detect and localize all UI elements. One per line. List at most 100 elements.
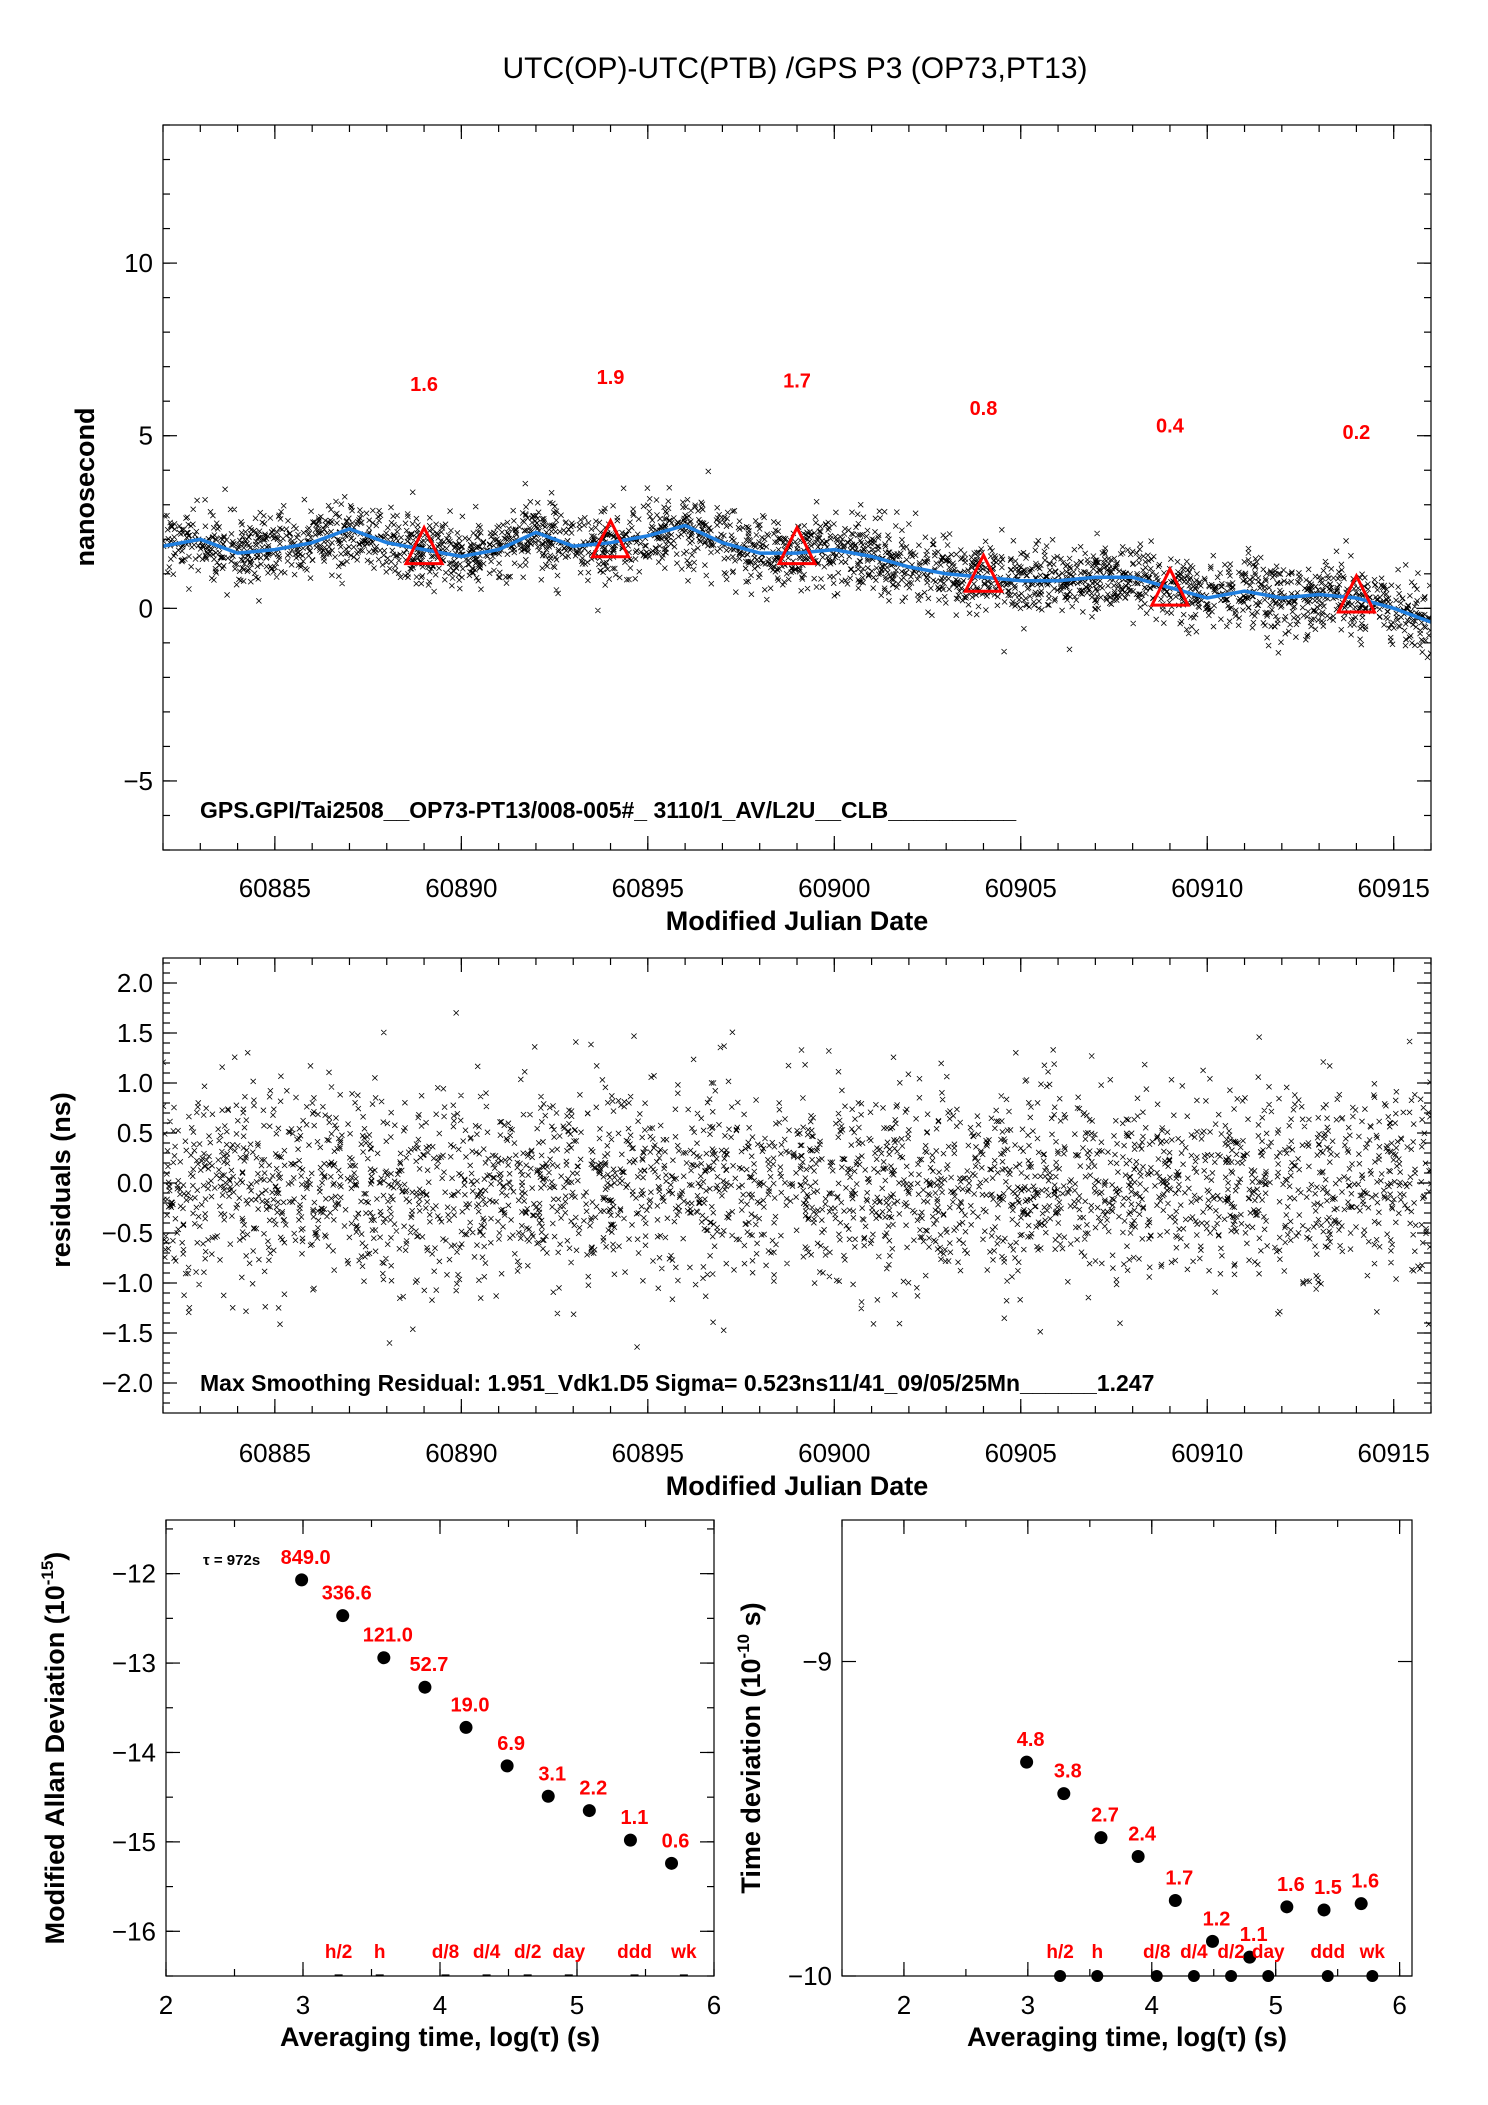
figure-title: UTC(OP)-UTC(PTB) /GPS P3 (OP73,PT13): [502, 52, 1087, 85]
mdev-y-axis-label-text: Modified Allan Deviation: [40, 1632, 70, 1945]
triangle-marker: [963, 551, 1004, 593]
tdev-marker-label: wk: [1359, 1942, 1386, 1963]
mdev-point-label: 2.2: [579, 1778, 607, 1800]
tdev-y-axis-label: Time deviation (10-10 s): [734, 1602, 766, 1893]
mdev-point-label: 52.7: [409, 1654, 448, 1676]
triangle-label: 1.6: [410, 374, 438, 396]
tdev-marker-dot: [1262, 1970, 1275, 1982]
x-tick-label: 5: [570, 1990, 584, 2020]
mdev-y-axis-label: Modified Allan Deviation (10-15): [38, 1552, 70, 1945]
y-tick-label: −0.5: [102, 1218, 153, 1248]
x-tick-label: 4: [1145, 1990, 1159, 2020]
y-tick-label: 0.5: [117, 1118, 153, 1148]
triangle-marker: [590, 517, 631, 559]
mdev-marker-label: h: [374, 1942, 386, 1963]
mdev-point: [623, 1833, 637, 1847]
tdev-point-label: 2.7: [1091, 1805, 1119, 1827]
tdev-panel: 2 3 4 5 6 −10 −9 Averaging time, log(τ) (s) Time…: [734, 1519, 1413, 2052]
mdev-point: [582, 1804, 596, 1818]
mdev-marker-label: day: [552, 1942, 585, 1963]
y-tick-label: 0: [139, 593, 153, 623]
triangle-marker: [1149, 565, 1191, 607]
tdev-plot-frame: [841, 1519, 1413, 1977]
tdev-point: [1094, 1831, 1108, 1845]
mdev-point-label: 1.1: [621, 1807, 649, 1829]
tdev-point: [1057, 1787, 1071, 1801]
residuals-panel: 60885 60890 60895 60900 60905 60910 60915 −2.0 −…: [46, 957, 1432, 1501]
tdev-x-axis-label: Averaging time, log(τ) (s): [967, 2022, 1287, 2052]
top-y-axis-label: nanosecond: [70, 407, 100, 566]
tdev-point-label: 1.6: [1277, 1874, 1305, 1896]
top-x-axis-label: Modified Julian Date: [666, 906, 929, 936]
tdev-marker-dot: [1225, 1970, 1238, 1982]
mdev-point: [459, 1720, 473, 1734]
mdev-y-axis-exponent: -15: [38, 1561, 57, 1586]
mdev-marker-label: ddd: [617, 1942, 652, 1963]
x-tick-label: 60895: [612, 1438, 684, 1468]
mdev-panel: 2 3 4 5 6 −16 −15 −14 −13 −12 Averaging time, log(…: [38, 1519, 721, 2052]
triangle-label: 0.4: [1156, 415, 1185, 437]
mdev-point: [541, 1789, 555, 1803]
tdev-marker-label: d/4: [1180, 1942, 1208, 1963]
y-tick-label: 2.0: [117, 968, 153, 998]
mdev-point: [295, 1573, 309, 1587]
tdev-marker-dot: [1321, 1970, 1334, 1982]
residuals-plot-area: [163, 1010, 1431, 1350]
y-tick-label: −10: [788, 1961, 832, 1991]
tdev-marker-label: day: [1252, 1942, 1285, 1963]
tdev-point-label: 1.6: [1351, 1871, 1379, 1893]
mdev-point: [665, 1856, 679, 1870]
x-tick-label: 60905: [985, 873, 1057, 903]
mdev-marker-label: h/2: [325, 1942, 352, 1963]
mdev-point-label: 19.0: [451, 1694, 490, 1716]
y-tick-label: −15: [112, 1827, 156, 1857]
y-tick-label: −2.0: [102, 1368, 153, 1398]
tdev-marker-label: h/2: [1046, 1942, 1073, 1963]
tdev-point-label: 1.5: [1314, 1877, 1342, 1899]
x-tick-label: 60885: [239, 873, 311, 903]
mdev-point-label: 849.0: [281, 1547, 331, 1569]
tdev-point: [1131, 1849, 1145, 1863]
x-tick-label: 60900: [798, 873, 870, 903]
mdev-point-label: 3.1: [538, 1763, 566, 1785]
mdev-point: [500, 1759, 514, 1773]
tdev-point: [1168, 1894, 1182, 1908]
tdev-marker-dot: [1091, 1970, 1104, 1982]
tdev-point: [1020, 1755, 1034, 1769]
triangle-label: 0.2: [1343, 422, 1371, 444]
y-tick-label: −9: [802, 1647, 832, 1677]
x-tick-label: 60890: [425, 1438, 497, 1468]
mdev-point: [336, 1609, 350, 1623]
top-panel: 1.6 1.9 1.7 0.8 0.4 0.2 60885 60890 60895 60900 60…: [70, 124, 1432, 936]
x-tick-label: 6: [1392, 1990, 1406, 2020]
y-tick-label: −12: [112, 1559, 156, 1589]
y-tick-label: 1.0: [117, 1068, 153, 1098]
y-tick-label: 0.0: [117, 1168, 153, 1198]
triangle-label: 1.7: [783, 370, 811, 392]
triangle-marker: [1335, 572, 1377, 614]
mdev-marker-label: d/4: [473, 1942, 501, 1963]
x-tick-label: 2: [897, 1990, 911, 2020]
mdev-point-label: 336.6: [322, 1583, 372, 1605]
mdev-point-label: 0.6: [662, 1830, 690, 1852]
top-plot-frame: [162, 124, 1432, 851]
tdev-marker-label: ddd: [1310, 1942, 1345, 1963]
x-tick-label: 60890: [425, 873, 497, 903]
x-tick-label: 60900: [798, 1438, 870, 1468]
x-tick-label: 4: [433, 1990, 447, 2020]
tdev-point-label: 3.8: [1054, 1761, 1082, 1783]
tdev-marker-dot: [1187, 1970, 1200, 1982]
residuals-x-axis-label: Modified Julian Date: [666, 1471, 929, 1501]
triangle-marker: [403, 524, 445, 566]
x-tick-label: 60910: [1171, 1438, 1243, 1468]
x-tick-label: 60895: [612, 873, 684, 903]
y-tick-label: −16: [112, 1916, 156, 1946]
mdev-y-axis-unit-open: (10: [40, 1585, 70, 1632]
mdev-point: [418, 1680, 432, 1694]
residuals-y-axis-label: residuals (ns): [46, 1092, 76, 1268]
y-tick-label: −14: [112, 1737, 156, 1767]
mdev-plot-frame: [165, 1519, 715, 1977]
tdev-marker-dot: [1054, 1970, 1067, 1982]
mdev-y-axis-unit-close: ): [40, 1552, 70, 1561]
x-tick-label: 3: [1021, 1990, 1035, 2020]
